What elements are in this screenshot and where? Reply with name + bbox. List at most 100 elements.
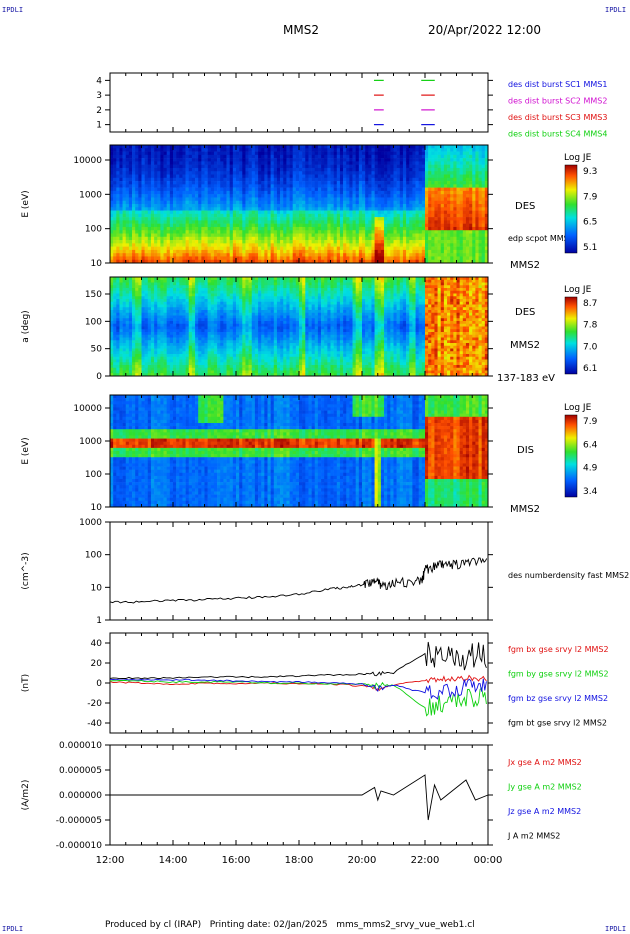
des-energy-heatmap-cell	[362, 151, 366, 156]
des-energy-heatmap-cell	[327, 246, 331, 251]
des-energy-heatmap-cell	[324, 246, 328, 251]
des-pitch-heatmap-cell	[122, 332, 127, 336]
des-energy-heatmap-cell	[138, 240, 142, 244]
des-energy-heatmap-cell	[362, 207, 366, 211]
des-energy-heatmap-cell	[160, 148, 164, 152]
des-energy-heatmap-cell	[160, 240, 164, 244]
des-pitch-heatmap-cell	[119, 290, 123, 294]
des-energy-heatmap-cell	[415, 174, 419, 179]
des-energy-heatmap-cell	[421, 161, 426, 165]
des-energy-heatmap-cell	[336, 217, 341, 221]
des-energy-heatmap-cell	[459, 253, 464, 257]
des-pitch-heatmap-cell	[138, 359, 142, 363]
des-energy-heatmap-cell	[384, 233, 388, 238]
des-energy-heatmap-cell	[465, 167, 470, 172]
des-energy-heatmap-cell	[210, 213, 215, 218]
des-energy-heatmap-cell	[362, 217, 366, 221]
des-energy-heatmap-cell	[182, 167, 186, 172]
des-energy-heatmap-cell	[292, 236, 297, 241]
des-energy-heatmap-cell	[343, 236, 347, 241]
des-energy-heatmap-cell	[176, 204, 180, 208]
des-energy-heatmap-cell	[450, 177, 454, 182]
des-energy-heatmap-cell	[415, 181, 419, 185]
des-energy-heatmap-cell	[286, 207, 290, 211]
des-energy-heatmap-cell	[163, 253, 167, 257]
des-energy-heatmap-cell	[273, 145, 278, 149]
des-energy-heatmap-cell	[453, 259, 457, 264]
des-energy-heatmap-cell	[258, 184, 262, 188]
des-energy-heatmap-cell	[141, 256, 145, 261]
des-energy-heatmap-cell	[245, 233, 249, 238]
des-energy-heatmap-cell	[355, 220, 360, 224]
des-energy-heatmap-cell	[144, 167, 149, 172]
des-energy-heatmap-cell	[116, 200, 120, 205]
des-energy-heatmap-cell	[330, 223, 334, 228]
des-energy-heatmap-cell	[314, 151, 319, 156]
des-energy-heatmap-cell	[236, 151, 240, 156]
des-energy-heatmap-cell	[236, 226, 240, 231]
des-energy-heatmap-cell	[248, 253, 253, 257]
des-energy-heatmap-cell	[393, 174, 397, 179]
des-energy-heatmap-cell	[295, 223, 300, 228]
des-energy-heatmap-cell	[317, 177, 322, 182]
des-energy-heatmap-cell	[380, 200, 385, 205]
des-energy-heatmap-cell	[276, 220, 281, 224]
des-energy-heatmap-cell	[437, 204, 442, 208]
des-energy-heatmap-cell	[330, 167, 334, 172]
des-energy-heatmap-cell	[261, 167, 265, 172]
des-energy-heatmap-cell	[311, 187, 316, 192]
des-energy-heatmap-cell	[459, 246, 464, 251]
des-pitch-heatmap-cell	[144, 288, 149, 292]
des-energy-heatmap-cell	[166, 236, 171, 241]
des-energy-heatmap-cell	[201, 174, 205, 179]
des-energy-heatmap-cell	[295, 207, 300, 211]
des-energy-heatmap-cell	[302, 145, 306, 149]
des-energy-heatmap-cell	[453, 256, 457, 261]
des-energy-heatmap-cell	[462, 207, 467, 211]
des-energy-heatmap-cell	[302, 181, 306, 185]
des-energy-heatmap-cell	[248, 167, 253, 172]
des-energy-heatmap-cell	[182, 187, 186, 192]
des-energy-heatmap-cell	[428, 194, 432, 198]
des-energy-heatmap-cell	[207, 226, 212, 231]
des-energy-heatmap-cell	[321, 243, 325, 247]
des-pitch-heatmap-cell	[144, 293, 149, 297]
des-energy-heatmap-cell	[368, 253, 372, 257]
des-pitch-heatmap-cell	[150, 288, 155, 292]
des-pitch-heatmap-cell	[119, 277, 123, 281]
des-pitch-heatmap-cell	[128, 365, 133, 369]
des-energy-heatmap-cell	[276, 161, 281, 165]
des-energy-heatmap-cell	[210, 154, 215, 159]
des-energy-heatmap-cell	[352, 213, 356, 218]
des-energy-heatmap-cell	[119, 226, 123, 231]
des-energy-heatmap-cell	[333, 148, 338, 152]
des-energy-heatmap-cell	[267, 233, 271, 238]
des-energy-heatmap-cell	[415, 190, 419, 195]
des-energy-heatmap-cell	[390, 158, 394, 162]
des-energy-heatmap-cell	[447, 151, 451, 156]
des-energy-heatmap-cell	[330, 230, 334, 234]
des-energy-heatmap-cell	[198, 230, 202, 234]
des-energy-heatmap-cell	[160, 184, 164, 188]
des-energy-heatmap-cell	[409, 158, 413, 162]
des-energy-heatmap-cell	[456, 184, 460, 188]
des-energy-heatmap-cell	[406, 171, 410, 175]
des-energy-heatmap-cell	[248, 249, 253, 254]
des-energy-heatmap-cell	[132, 253, 136, 257]
des-energy-heatmap-cell	[185, 194, 190, 198]
des-energy-heatmap-cell	[169, 184, 174, 188]
des-energy-heatmap-cell	[195, 187, 199, 192]
des-pitch-heatmap-cell	[135, 304, 139, 308]
des-energy-heatmap-cell	[147, 236, 152, 241]
des-energy-heatmap-cell	[415, 213, 419, 218]
des-pitch-heatmap-cell	[119, 310, 123, 314]
des-energy-heatmap-cell	[204, 220, 208, 224]
des-energy-heatmap-cell	[173, 249, 177, 254]
des-energy-heatmap-cell	[418, 190, 423, 195]
des-energy-heatmap-cell	[346, 233, 350, 238]
des-energy-heatmap-cell	[465, 161, 470, 165]
des-energy-heatmap-cell	[472, 167, 476, 172]
des-energy-heatmap-cell	[267, 197, 271, 202]
des-energy-heatmap-cell	[456, 256, 460, 261]
des-energy-heatmap-cell	[415, 223, 419, 228]
